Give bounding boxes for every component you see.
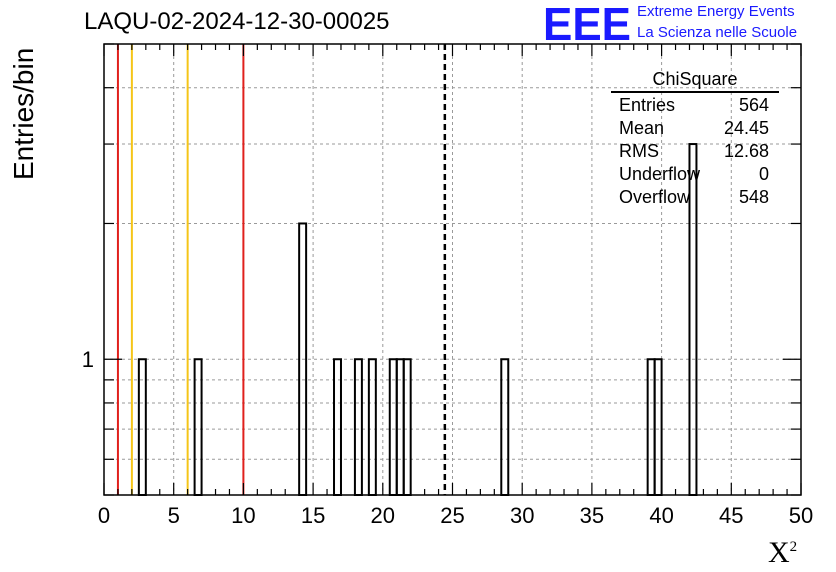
- stats-label: Entries: [619, 95, 676, 115]
- x-tick-label: 5: [168, 503, 180, 528]
- x-tick-label: 20: [371, 503, 395, 528]
- histogram-bars: [137, 143, 698, 497]
- axis-tick-labels: 0 5 10 15 20 25 30 35 40 45 50 1: [82, 347, 813, 528]
- y-axis-label: Entries/bin: [8, 47, 39, 180]
- axis-ticks: [103, 43, 802, 496]
- stats-row-rms: RMS 12.68: [611, 140, 779, 163]
- stats-row-overflow: Overflow 548: [611, 186, 779, 209]
- stats-value: 548: [738, 187, 769, 207]
- reference-lines: [116, 44, 447, 495]
- stats-row-underflow: Underflow 0: [611, 163, 779, 186]
- x-tick-label: 0: [98, 503, 110, 528]
- grid-lines: [104, 44, 801, 495]
- x-tick-label: 45: [719, 503, 743, 528]
- stats-row-entries: Entries 564: [611, 94, 779, 117]
- x-tick-label: 10: [231, 503, 255, 528]
- x-axis-label: X2: [768, 536, 797, 570]
- run-title: LAQU-02-2024-12-30-00025: [84, 8, 390, 35]
- stats-value: 564: [738, 95, 769, 115]
- eee-logo: EEE: [543, 0, 631, 44]
- stats-label: Mean: [619, 118, 665, 138]
- stats-value: 12.68: [723, 141, 769, 161]
- org-name: Extreme Energy Events: [637, 3, 795, 20]
- x-tick-label: 35: [580, 503, 604, 528]
- x-tick-label: 30: [510, 503, 534, 528]
- stats-value: 24.45: [723, 118, 769, 138]
- x-tick-label: 40: [649, 503, 673, 528]
- x-tick-label: 15: [301, 503, 325, 528]
- stats-title: ChiSquare: [611, 69, 779, 93]
- stats-row-mean: Mean 24.45: [611, 117, 779, 140]
- stats-label: Underflow: [619, 164, 701, 184]
- x-axis-label-sup: 2: [789, 539, 798, 555]
- x-tick-label: 50: [789, 503, 813, 528]
- stats-label: RMS: [619, 141, 659, 161]
- stats-box: ChiSquare Entries 564 Mean 24.45 RMS 12.…: [611, 69, 779, 209]
- y-tick-label: 1: [82, 347, 94, 372]
- org-subtitle: La Scienza nelle Scuole: [637, 24, 798, 41]
- x-tick-label: 25: [440, 503, 464, 528]
- stats-label: Overflow: [619, 187, 691, 207]
- logo-text: EEE: [543, 0, 631, 44]
- stats-value: 0: [758, 164, 769, 184]
- x-axis-label-base: X: [768, 536, 790, 569]
